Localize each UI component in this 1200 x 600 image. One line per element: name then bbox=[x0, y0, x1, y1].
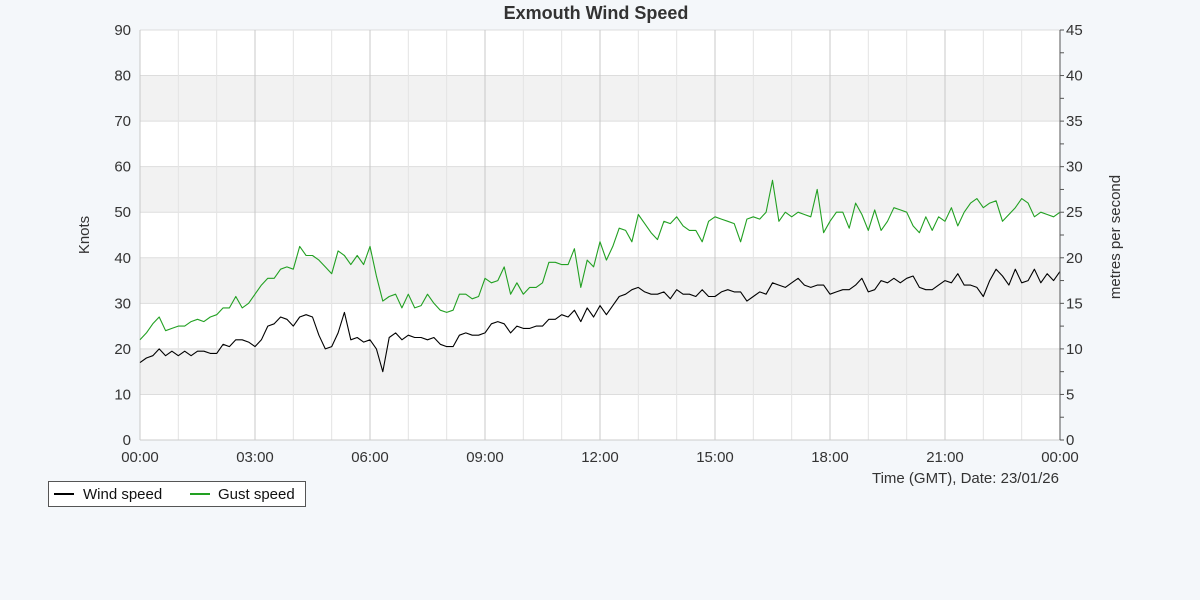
y-tick-label: 30 bbox=[114, 295, 131, 312]
x-tick-label: 00:00 bbox=[1041, 449, 1079, 466]
y2-tick-label: 45 bbox=[1066, 22, 1083, 39]
y-tick-label: 80 bbox=[114, 68, 131, 85]
series-line-gust-speed bbox=[139, 179, 1061, 341]
y2-tick-label: 25 bbox=[1066, 204, 1083, 221]
x-tick-label: 00:00 bbox=[121, 449, 159, 466]
y2-tick-label: 5 bbox=[1066, 386, 1074, 403]
x-tick-label: 18:00 bbox=[811, 449, 849, 466]
x-tick-label: 09:00 bbox=[466, 449, 504, 466]
series-layer bbox=[139, 179, 1061, 373]
y-axis-right-ticks: 0 5 10 15 20 25 30 35 40 45 bbox=[1066, 22, 1083, 449]
y2-tick-label: 15 bbox=[1066, 295, 1083, 312]
x-tick-label: 21:00 bbox=[926, 449, 964, 466]
x-axis-label: Time (GMT), Date: 23/01/26 bbox=[872, 470, 1059, 487]
y2-tick-label: 10 bbox=[1066, 341, 1083, 358]
y-tick-label: 0 bbox=[123, 432, 131, 449]
legend-label-wind: Wind speed bbox=[83, 486, 162, 503]
y-tick-label: 60 bbox=[114, 159, 131, 176]
y-tick-label: 40 bbox=[114, 250, 131, 267]
chart-title: Exmouth Wind Speed bbox=[504, 3, 689, 23]
series-line-wind-speed bbox=[139, 268, 1061, 373]
x-axis-ticks: 00:00 03:00 06:00 09:00 12:00 15:00 18:00 21:00… bbox=[121, 449, 1079, 466]
grid-lines bbox=[139, 29, 1061, 441]
y2-tick-label: 20 bbox=[1066, 250, 1083, 267]
y2-axis-label: metres per second bbox=[1107, 175, 1124, 299]
y-tick-label: 20 bbox=[114, 341, 131, 358]
y2-tick-label: 35 bbox=[1066, 113, 1083, 130]
y2-tick-label: 0 bbox=[1066, 432, 1074, 449]
y-axis-label: Knots bbox=[76, 216, 93, 254]
x-tick-label: 06:00 bbox=[351, 449, 389, 466]
axes bbox=[140, 29, 1064, 441]
y-axis-left-ticks: 0 10 20 30 40 50 60 70 80 90 bbox=[114, 22, 131, 449]
x-tick-label: 15:00 bbox=[696, 449, 734, 466]
legend: Wind speed Gust speed bbox=[48, 481, 306, 507]
y-tick-label: 70 bbox=[114, 113, 131, 130]
legend-box bbox=[48, 481, 306, 507]
legend-label-gust: Gust speed bbox=[218, 486, 295, 503]
y2-tick-label: 30 bbox=[1066, 159, 1083, 176]
y-tick-label: 90 bbox=[114, 22, 131, 39]
y-tick-label: 10 bbox=[114, 386, 131, 403]
y-tick-label: 50 bbox=[114, 204, 131, 221]
x-tick-label: 12:00 bbox=[581, 449, 619, 466]
x-tick-label: 03:00 bbox=[236, 449, 274, 466]
y2-tick-label: 40 bbox=[1066, 68, 1083, 85]
